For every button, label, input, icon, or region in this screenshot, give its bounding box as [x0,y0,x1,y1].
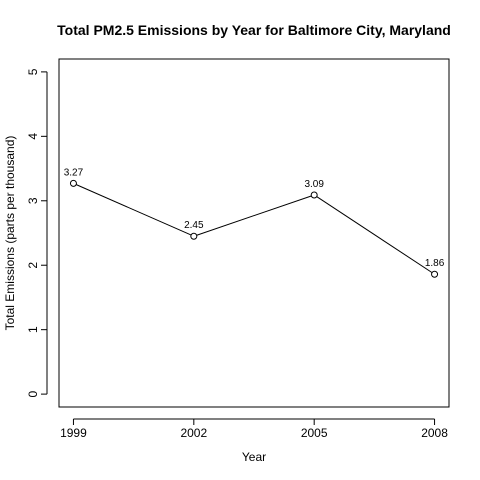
series-line-segment [73,182,195,237]
data-point [69,179,77,187]
y-tick-label: 3 [26,197,40,204]
y-axis-label: Total Emissions (parts per thousand) [3,136,17,331]
series-line-segment [313,194,435,275]
data-label: 2.45 [184,220,204,231]
series-line-segment [193,194,315,237]
y-tick-label: 5 [26,68,40,75]
x-axis-label: Year [242,450,266,464]
x-tick-label: 2005 [301,426,328,440]
chart-title: Total PM2.5 Emissions by Year for Baltim… [57,22,451,38]
data-label: 1.86 [425,258,445,269]
x-tick-label: 2008 [421,426,448,440]
series-layer: 3.27 2.45 3.09 1.86 [64,167,445,278]
data-label: 3.27 [64,167,84,178]
x-tick-label: 1999 [60,426,87,440]
y-tick-label: 0 [26,390,40,397]
y-axis: 0 1 2 3 4 5 [26,68,48,397]
data-label: 3.09 [304,179,324,190]
x-axis: 1999 2002 2005 2008 [60,418,448,440]
data-point [431,270,439,278]
data-point [190,232,198,240]
data-point [310,191,318,199]
plot-frame [58,58,450,408]
y-tick-label: 2 [26,262,40,269]
y-tick-label: 4 [26,133,40,140]
y-tick-label: 1 [26,326,40,333]
x-tick-label: 2002 [180,426,207,440]
